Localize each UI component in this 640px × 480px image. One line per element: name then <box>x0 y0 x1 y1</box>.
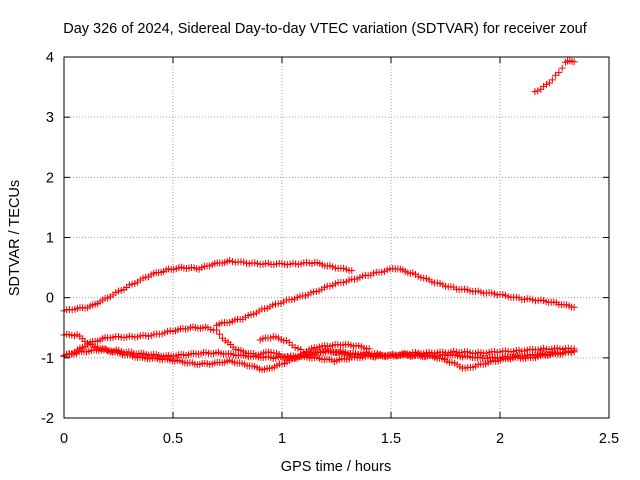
data-point <box>534 87 542 95</box>
y-tick-label: 1 <box>46 231 54 247</box>
data-point <box>558 64 566 72</box>
x-tick-label: 1.5 <box>381 431 401 447</box>
data-point <box>291 343 299 351</box>
data-point <box>570 58 578 66</box>
data-point <box>213 326 221 334</box>
series-s6 <box>256 333 373 356</box>
data-point <box>567 348 575 356</box>
x-tick-label: 2 <box>496 431 504 447</box>
y-tick-label: -2 <box>41 411 54 427</box>
data-point <box>537 85 545 93</box>
data-point <box>548 76 556 84</box>
x-tick-label: 0.5 <box>163 431 183 447</box>
y-tick-label: 4 <box>46 50 54 66</box>
y-tick-label: -1 <box>41 351 54 367</box>
data-point <box>348 267 356 275</box>
y-axis-label: SDTVAR / TECUs <box>7 180 23 296</box>
data-point <box>282 337 290 345</box>
data-point <box>545 79 553 87</box>
data-point <box>207 325 215 333</box>
y-tick-label: 0 <box>46 291 54 307</box>
y-tick-label: 3 <box>46 110 54 126</box>
series-s2 <box>213 265 578 329</box>
x-tick-label: 2.5 <box>599 431 619 447</box>
series-s1 <box>60 256 356 315</box>
x-axis-label: GPS time / hours <box>281 459 391 475</box>
data-point <box>297 346 305 354</box>
data-point <box>570 303 578 311</box>
data-point <box>365 345 373 353</box>
axis-ticks: 0 0.5 1 1.5 2 2.5 -2 -1 0 1 2 3 4 <box>41 50 619 447</box>
y-tick-label: 2 <box>46 170 54 186</box>
chart-title: Day 326 of 2024, Sidereal Day-to-day VTE… <box>63 21 588 37</box>
data-point <box>294 344 302 352</box>
x-tick-label: 0 <box>60 431 68 447</box>
series-s7 <box>531 57 578 96</box>
data-series <box>60 57 578 374</box>
data-point <box>555 69 563 77</box>
x-tick-label: 1 <box>278 431 286 447</box>
data-point <box>216 330 224 338</box>
data-point <box>543 80 551 88</box>
series-s5 <box>60 346 578 363</box>
data-point <box>531 88 539 96</box>
data-point <box>570 347 578 355</box>
data-point <box>204 324 212 332</box>
